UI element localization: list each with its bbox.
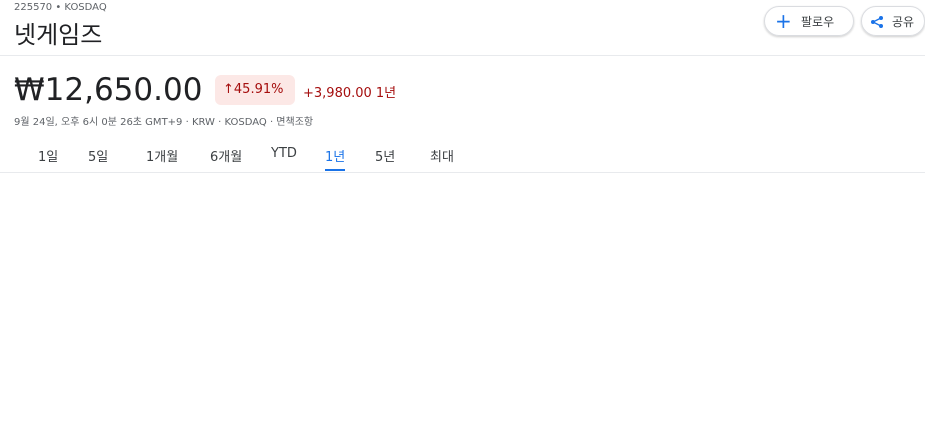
change-badge: ↑45.91% — [215, 75, 295, 105]
change-percent: 45.91% — [233, 82, 284, 97]
divider — [0, 55, 925, 56]
divider — [0, 172, 925, 173]
range-tab[interactable]: 최대 — [430, 150, 454, 165]
range-tab[interactable]: 1개월 — [146, 150, 179, 165]
stock-name: 넷게임즈 — [14, 21, 103, 49]
range-tab[interactable]: YTD — [271, 146, 297, 161]
share-icon: 5,00010,00015,00020,00025,0002020년 11월20… — [871, 16, 883, 28]
follow-button[interactable]: + 팔로우 — [764, 6, 854, 36]
timestamp: 9월 24일, 오후 6시 0분 26초 GMT+9 · KRW · KOSDA… — [14, 117, 314, 128]
range-tab[interactable]: 1일 — [38, 150, 59, 165]
ticker: 225570 • KOSDAQ — [14, 2, 107, 13]
plus-icon: + — [775, 9, 792, 33]
range-tab[interactable]: 6개월 — [210, 150, 243, 165]
range-tab[interactable]: 5년 — [375, 150, 396, 165]
share-label: 공유 — [892, 15, 915, 29]
change-abs: +3,980.00 1년 — [303, 86, 397, 101]
range-tab[interactable]: 5일 — [88, 150, 109, 165]
follow-label: 팔로우 — [801, 15, 835, 29]
range-tab[interactable]: 1년 — [325, 146, 346, 171]
up-arrow: ↑ — [223, 82, 234, 97]
price: ₩12,650.00 — [14, 72, 203, 108]
